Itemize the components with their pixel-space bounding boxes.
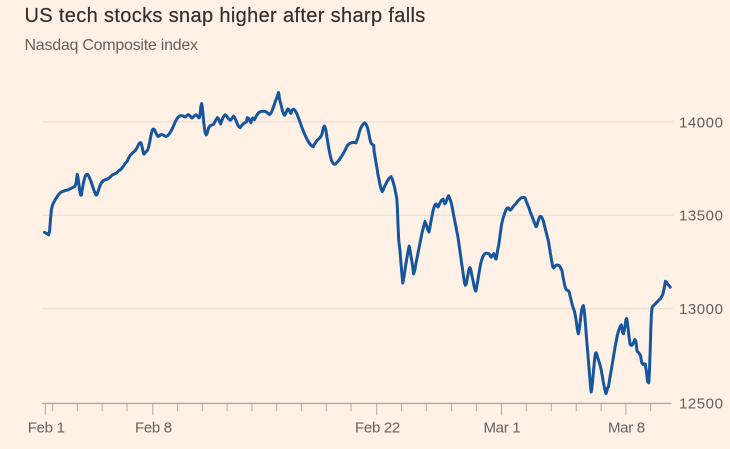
- svg-text:Mar 8: Mar 8: [608, 419, 645, 436]
- svg-text:14000: 14000: [679, 114, 723, 131]
- svg-text:Feb 22: Feb 22: [355, 419, 400, 436]
- svg-text:12500: 12500: [679, 395, 723, 412]
- svg-text:Mar 1: Mar 1: [483, 419, 520, 436]
- svg-text:13000: 13000: [679, 301, 723, 318]
- svg-text:Feb 1: Feb 1: [28, 419, 65, 436]
- svg-text:Feb 8: Feb 8: [135, 419, 172, 436]
- svg-text:13500: 13500: [679, 208, 723, 225]
